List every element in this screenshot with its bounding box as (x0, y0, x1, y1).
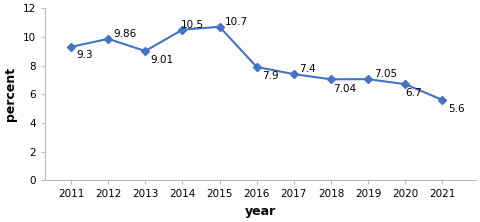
Text: 9.01: 9.01 (151, 55, 174, 65)
Text: 10.7: 10.7 (225, 17, 248, 27)
X-axis label: year: year (245, 205, 276, 218)
Text: 9.3: 9.3 (77, 50, 93, 60)
Text: 7.04: 7.04 (333, 84, 356, 94)
Text: 7.4: 7.4 (300, 64, 316, 74)
Text: 10.5: 10.5 (180, 20, 204, 30)
Text: 7.9: 7.9 (262, 71, 279, 81)
Text: 6.7: 6.7 (405, 89, 422, 99)
Y-axis label: percent: percent (4, 67, 17, 121)
Text: 9.86: 9.86 (114, 29, 137, 39)
Text: 5.6: 5.6 (448, 104, 465, 114)
Text: 7.05: 7.05 (374, 69, 397, 79)
